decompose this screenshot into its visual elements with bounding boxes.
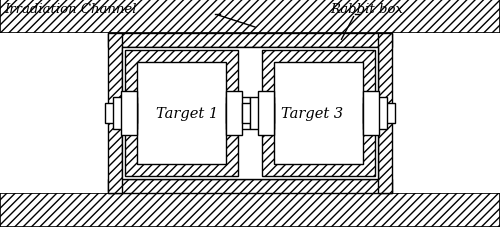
Bar [363,92,379,135]
Bar [121,92,137,135]
Bar [108,34,392,48]
Bar [108,179,392,193]
Bar [122,48,378,179]
Text: Rabbit box: Rabbit box [330,2,403,15]
Text: Irradiation Channel: Irradiation Channel [4,2,136,15]
Bar [108,34,122,193]
Bar [378,34,392,193]
Bar [363,98,387,129]
Bar [0,34,500,193]
Bar [274,63,363,164]
Bar [226,98,250,129]
Bar [242,104,274,123]
Text: Target 3: Target 3 [282,106,344,121]
Bar [0,0,500,34]
Bar [262,51,375,176]
Text: Target 1: Target 1 [156,106,218,121]
Bar [105,104,137,123]
Bar [226,104,258,123]
Bar [0,193,500,227]
Bar [226,92,242,135]
Bar [125,51,238,176]
Bar [258,92,274,135]
Bar [250,98,274,129]
Bar [363,104,395,123]
Bar [113,98,137,129]
Bar [137,63,226,164]
